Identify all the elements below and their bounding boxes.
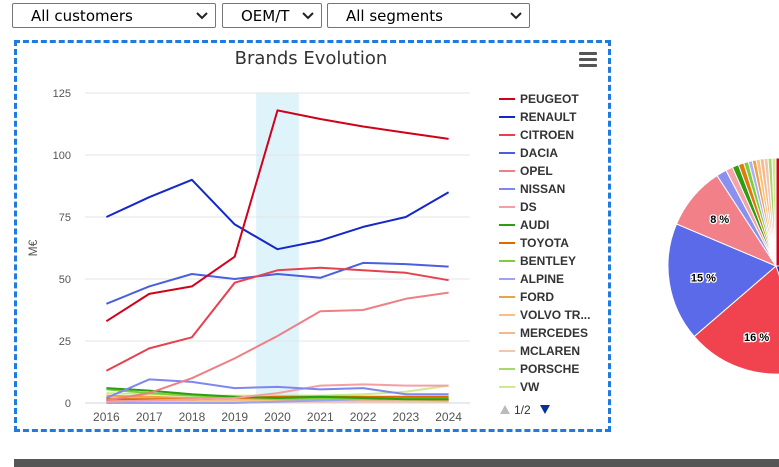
series-line-opel [106, 291, 449, 402]
legend-label: CITROEN [520, 128, 574, 142]
highlight-band [256, 93, 299, 403]
chart-menu-icon[interactable] [579, 52, 597, 68]
legend-item[interactable]: CITROEN [499, 128, 574, 142]
legend-item[interactable]: PORSCHE [499, 362, 579, 376]
series-line-renault [105, 178, 450, 251]
legend-label: TOYOTA [520, 236, 569, 250]
legend-pager-text: 1/2 [514, 403, 531, 417]
customers-select[interactable]: All customers [12, 3, 216, 28]
pie-slice [693, 265, 779, 375]
table-header-bar [14, 459, 779, 467]
legend-item[interactable]: PEUGEOT [499, 92, 579, 106]
chart-title: Brands Evolution [235, 48, 388, 69]
series-line-citroen [105, 266, 449, 372]
legend-label: VW [520, 380, 540, 394]
y-tick-label: 50 [59, 274, 71, 286]
y-tick-label: 25 [59, 336, 71, 348]
pie-slice-label: 16 % [744, 332, 769, 344]
customers-select-value: All customers [31, 6, 133, 25]
unit-select-value: OEM/T [241, 6, 290, 25]
legend-label: AUDI [520, 218, 549, 232]
legend-item[interactable]: NISSAN [499, 182, 565, 196]
legend-label: MERCEDES [520, 326, 588, 340]
pie-slice-label: 8 % [710, 214, 729, 226]
y-tick-label: 125 [53, 88, 71, 100]
x-tick-label: 2017 [136, 410, 163, 424]
x-tick-label: 2021 [307, 410, 334, 424]
legend-label: NISSAN [520, 182, 565, 196]
chevron-down-icon [196, 11, 208, 19]
legend-item[interactable]: DS [499, 200, 537, 214]
x-tick-label: 2018 [179, 410, 206, 424]
legend-label: BENTLEY [520, 254, 576, 268]
x-tick-label: 2020 [264, 410, 291, 424]
chevron-down-icon [302, 11, 314, 19]
chevron-down-icon [510, 11, 522, 19]
legend-label: FORD [520, 290, 554, 304]
legend-item[interactable]: ALPINE [499, 272, 564, 286]
pager-down-icon[interactable] [540, 405, 550, 414]
series-line-dacia [106, 261, 449, 305]
legend-item[interactable]: VW [499, 380, 540, 394]
legend-item[interactable]: VOLVO TR... [499, 308, 590, 322]
x-tick-label: 2022 [350, 410, 377, 424]
legend-label: DS [520, 200, 537, 214]
pie-slice [775, 157, 779, 267]
series-line-nissan [106, 378, 449, 399]
pie-slice-label: 15 % [691, 272, 716, 284]
legend-label: VOLVO TR... [520, 308, 590, 322]
pie-slice [667, 223, 777, 338]
y-tick-label: 75 [59, 212, 71, 224]
legend-item[interactable]: RENAULT [499, 110, 577, 124]
x-tick-label: 2019 [221, 410, 248, 424]
x-tick-label: 2016 [93, 410, 120, 424]
series-line-ds [106, 383, 449, 403]
legend-item[interactable]: DACIA [499, 146, 558, 160]
series-line-audi [106, 387, 449, 401]
legend-label: ALPINE [520, 272, 564, 286]
y-axis-label: M€ [26, 239, 40, 256]
legend-item[interactable]: OPEL [499, 164, 553, 178]
x-tick-label: 2024 [435, 410, 462, 424]
y-tick-label: 100 [53, 150, 71, 162]
pie-slice [771, 157, 777, 267]
y-tick-label: 0 [65, 398, 71, 410]
segments-select-value: All segments [346, 6, 443, 25]
pager-up-icon[interactable] [500, 405, 510, 414]
legend-label: PEUGEOT [520, 92, 579, 106]
legend-item[interactable]: TOYOTA [499, 236, 569, 250]
legend-item[interactable]: AUDI [499, 218, 549, 232]
brands-evolution-chart-frame [14, 40, 611, 432]
segments-select[interactable]: All segments [327, 3, 530, 28]
brand-share-pie-chart: 16 % 15 % 8 % [667, 157, 779, 375]
unit-select[interactable]: OEM/T [222, 3, 322, 28]
legend-item[interactable]: BENTLEY [499, 254, 576, 268]
legend-item[interactable]: MERCEDES [499, 326, 588, 340]
legend-label: PORSCHE [520, 362, 579, 376]
legend-label: MCLAREN [520, 344, 580, 358]
legend-item[interactable]: FORD [499, 290, 554, 304]
legend-item[interactable]: MCLAREN [499, 344, 580, 358]
legend-label: DACIA [520, 146, 558, 160]
legend-label: RENAULT [520, 110, 577, 124]
legend-label: OPEL [520, 164, 553, 178]
series-line-peugeot [105, 109, 449, 323]
x-tick-label: 2023 [392, 410, 419, 424]
